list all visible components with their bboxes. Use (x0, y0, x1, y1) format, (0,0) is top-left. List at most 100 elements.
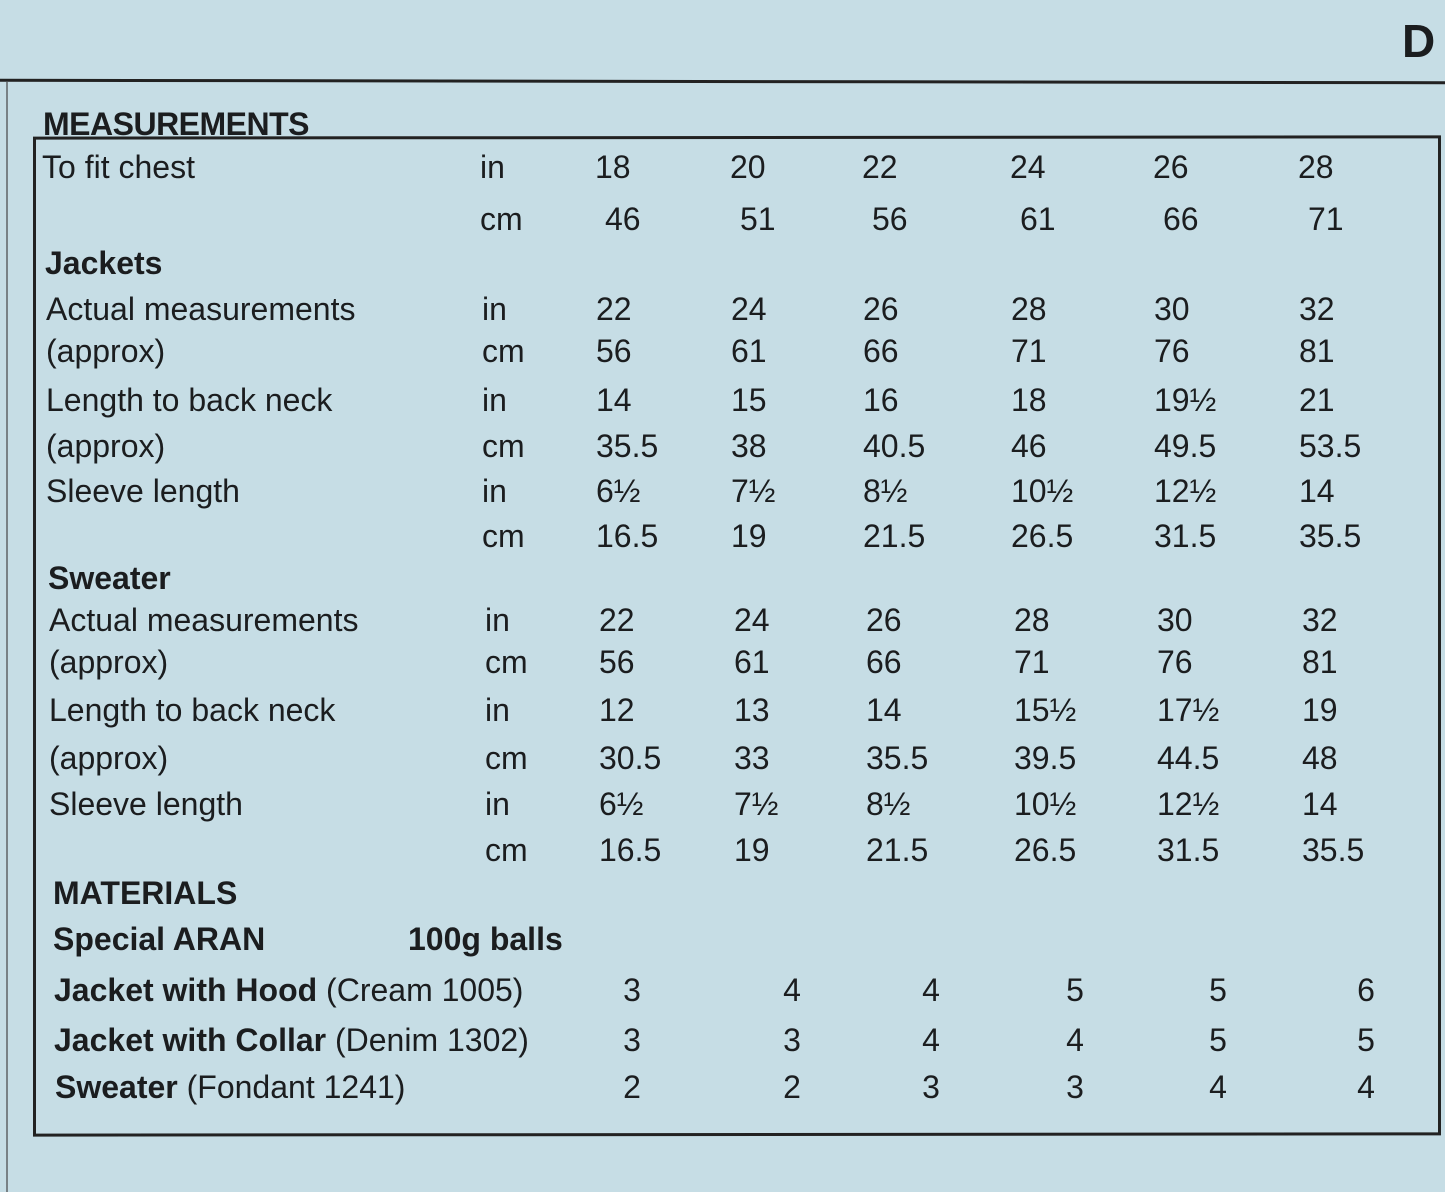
value: 6½ (596, 473, 641, 509)
value: 38 (731, 428, 767, 464)
item-name: Jacket with Collar (54, 1022, 327, 1058)
value: 32 (1299, 291, 1335, 327)
ball-count: 5 (1066, 972, 1084, 1008)
value: 16.5 (599, 832, 662, 868)
ball-count: 3 (1066, 1069, 1084, 1105)
divider (0, 78, 1445, 85)
value: 15 (731, 382, 767, 418)
table-row: cm 46 51 56 61 66 71 (0, 199, 1445, 239)
value: 71 (1308, 201, 1344, 237)
ball-size: 100g balls (408, 921, 563, 957)
material-label: Jacket with Collar (Denim 1302) (54, 1020, 529, 1060)
value: 51 (740, 201, 776, 237)
value: 71 (1014, 644, 1050, 680)
row-label: Length to back neck (46, 382, 333, 418)
ball-count: 4 (922, 972, 940, 1008)
table-row: Length to back neck in 12 13 14 15½ 17½ 19 (0, 690, 1445, 730)
value: 61 (1020, 201, 1056, 237)
row-label: To fit chest (42, 149, 195, 185)
value: 24 (1010, 149, 1046, 185)
value: 81 (1302, 644, 1338, 680)
section-title: Jackets (45, 245, 163, 281)
table-row: (approx) cm 56 61 66 71 76 81 (0, 331, 1445, 371)
value: 31.5 (1157, 832, 1220, 868)
ball-count: 6 (1357, 972, 1375, 1008)
unit: cm (480, 201, 523, 237)
unit: in (480, 149, 505, 185)
value: 14 (866, 692, 902, 728)
value: 26 (866, 602, 902, 638)
table-row: Actual measurements in 22 24 26 28 30 32 (0, 600, 1445, 640)
value: 30 (1154, 291, 1190, 327)
unit: cm (482, 518, 525, 554)
value: 21.5 (866, 832, 929, 868)
value: 32 (1302, 602, 1338, 638)
value: 26.5 (1011, 518, 1074, 554)
value: 18 (595, 149, 631, 185)
unit: in (482, 473, 507, 509)
value: 22 (596, 291, 632, 327)
section-heading: Sweater (0, 558, 1445, 598)
value: 35.5 (1299, 518, 1362, 554)
table-row: Sleeve length in 6½ 7½ 8½ 10½ 12½ 14 (0, 471, 1445, 511)
materials-row: Sweater (Fondant 1241) 2 2 3 3 4 4 (0, 1067, 1445, 1107)
value: 56 (599, 644, 635, 680)
row-label: Length to back neck (49, 692, 336, 728)
ball-count: 4 (1066, 1022, 1084, 1058)
value: 30.5 (599, 740, 662, 776)
value: 10½ (1011, 473, 1074, 509)
item-name: Sweater (55, 1069, 178, 1105)
value: 40.5 (863, 428, 926, 464)
table-row: cm 16.5 19 21.5 26.5 31.5 35.5 (0, 516, 1445, 556)
value: 26 (863, 291, 899, 327)
value: 17½ (1157, 692, 1220, 728)
value: 7½ (731, 473, 776, 509)
value: 10½ (1014, 786, 1077, 822)
row-label: (approx) (49, 644, 169, 680)
value: 15½ (1014, 692, 1077, 728)
value: 26 (1153, 149, 1189, 185)
materials-row: Jacket with Hood (Cream 1005) 3 4 4 5 5 6 (0, 970, 1445, 1010)
row-label: Actual measurements (49, 602, 359, 638)
material-label: Sweater (Fondant 1241) (55, 1067, 405, 1107)
unit: cm (482, 428, 525, 464)
ball-count: 3 (623, 972, 641, 1008)
table-row: To fit chest in 18 20 22 24 26 28 (0, 147, 1445, 187)
section-title: Sweater (48, 560, 171, 596)
value: 14 (596, 382, 632, 418)
value: 7½ (734, 786, 779, 822)
unit: in (485, 602, 510, 638)
value: 28 (1011, 291, 1047, 327)
value: 33 (734, 740, 770, 776)
measurements-title: MEASUREMENTS (43, 106, 310, 142)
value: 8½ (866, 786, 911, 822)
value: 56 (596, 333, 632, 369)
table-row: (approx) cm 35.5 38 40.5 46 49.5 53.5 (0, 426, 1445, 466)
ball-count: 2 (623, 1069, 641, 1105)
value: 21 (1299, 382, 1335, 418)
item-name: Jacket with Hood (54, 972, 318, 1008)
value: 28 (1298, 149, 1334, 185)
value: 61 (734, 644, 770, 680)
value: 22 (862, 149, 898, 185)
value: 39.5 (1014, 740, 1077, 776)
value: 30 (1157, 602, 1193, 638)
table-row: cm 16.5 19 21.5 26.5 31.5 35.5 (0, 830, 1445, 870)
value: 19 (731, 518, 767, 554)
table-row: Length to back neck in 14 15 16 18 19½ 21 (0, 380, 1445, 420)
ball-count: 2 (783, 1069, 801, 1105)
value: 19½ (1154, 382, 1217, 418)
table-row: (approx) cm 30.5 33 35.5 39.5 44.5 48 (0, 738, 1445, 778)
ball-count: 3 (922, 1069, 940, 1105)
page-edge (6, 82, 8, 1192)
ball-count: 4 (1357, 1069, 1375, 1105)
unit: in (482, 291, 507, 327)
value: 19 (1302, 692, 1338, 728)
value: 24 (731, 291, 767, 327)
row-label: Actual measurements (46, 291, 356, 327)
shade: (Fondant 1241) (186, 1069, 406, 1105)
value: 12½ (1157, 786, 1220, 822)
value: 16.5 (596, 518, 659, 554)
material-label: Jacket with Hood (Cream 1005) (54, 970, 523, 1010)
value: 14 (1302, 786, 1338, 822)
